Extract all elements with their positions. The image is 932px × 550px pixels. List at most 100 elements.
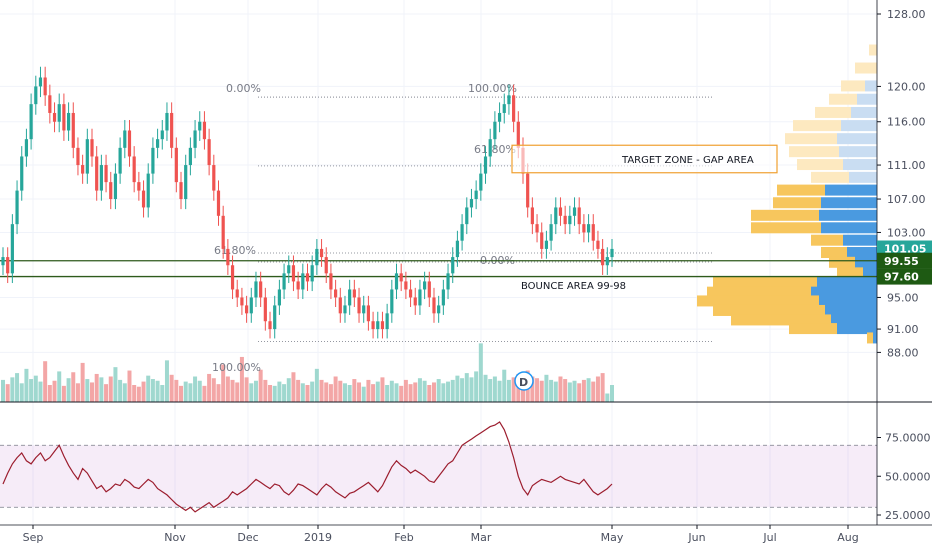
volume-bar (132, 385, 137, 402)
volume-bar (272, 385, 277, 402)
candle-body (586, 224, 591, 233)
volume-bar (385, 385, 390, 402)
x-tick-label: Mar (471, 531, 492, 544)
candle-body (66, 112, 71, 131)
vp-sell-bar (841, 80, 865, 92)
vp-sell-bar (829, 93, 857, 105)
volume-bar (427, 385, 432, 402)
volume-bar (221, 364, 226, 402)
candle-body (123, 130, 127, 148)
volume-bar (291, 372, 296, 402)
volume-bar (61, 385, 66, 402)
volume-bar (366, 379, 371, 402)
volume-bar (605, 393, 610, 402)
candle-body (146, 173, 150, 208)
candle-body (540, 232, 544, 249)
vp-buy-bar (837, 133, 877, 145)
vp-buy-bar (837, 323, 877, 335)
candle-body (441, 289, 445, 306)
volume-bar (464, 373, 469, 402)
rsi-tick-label: 50.0000 (885, 470, 931, 483)
candle-body (184, 165, 188, 200)
volume-bar (258, 369, 263, 402)
volume-bar (558, 376, 563, 402)
annotations: TARGET ZONE - GAP AREA BOUNCE AREA 99-98 D (511, 144, 778, 391)
volume-bar (141, 381, 146, 402)
volume-bar (277, 381, 282, 402)
candle-body (572, 207, 577, 216)
candles (1, 66, 614, 339)
dividend-marker (514, 371, 534, 391)
volume-bar (169, 374, 174, 402)
price-badge (877, 268, 932, 285)
volume-bar (483, 374, 488, 402)
volume-bar (239, 356, 244, 402)
y-tick-label: 128.00 (887, 8, 926, 21)
candle-body (324, 257, 328, 274)
candle-body (357, 297, 361, 314)
volume-profile (697, 44, 877, 344)
fib-label: 100.00% (468, 82, 517, 95)
vp-buy-bar (863, 267, 877, 279)
candle-body (334, 289, 338, 298)
volume-bar (328, 384, 333, 402)
volume-bar (249, 383, 254, 402)
volume-bar (197, 380, 202, 402)
target-zone-label: TARGET ZONE - GAP AREA (621, 155, 754, 166)
candle-body (516, 121, 520, 148)
candle-body (404, 281, 408, 290)
candle-body (132, 156, 136, 183)
y-tick-label: 111.00 (887, 159, 926, 172)
candle-body (399, 273, 403, 282)
volume-bar (183, 381, 188, 402)
volume-bar (417, 378, 422, 402)
candle-body (6, 257, 10, 274)
candle-body (512, 95, 516, 122)
vp-buy-bar (857, 93, 877, 105)
volume-bar (296, 379, 301, 402)
vp-sell-bar (811, 171, 849, 183)
candle-body (413, 297, 417, 306)
vp-sell-bar (829, 256, 855, 268)
volume-bar (572, 380, 577, 402)
vp-sell-bar (789, 323, 837, 335)
vp-sell-bar (707, 286, 811, 298)
candle-body (423, 281, 427, 290)
candle-body (296, 281, 300, 290)
rsi-line (2, 421, 613, 513)
vp-buy-bar (849, 171, 877, 183)
volume-bar (595, 376, 600, 402)
vp-buy-bar (831, 314, 877, 326)
candle-body (113, 173, 118, 200)
candle-body (469, 199, 474, 208)
candle-body (535, 224, 539, 233)
volume-bar (506, 379, 511, 402)
volume-bar (380, 377, 385, 402)
x-tick-label: Dec (237, 531, 258, 544)
candle-body (376, 321, 380, 330)
volume-bar (75, 383, 80, 402)
candle-body (549, 224, 553, 241)
candle-body (282, 273, 286, 290)
volume-bar (268, 385, 273, 402)
price-badge-label: 97.60 (884, 271, 919, 284)
volume-bar (469, 377, 474, 402)
candle-body (34, 86, 38, 105)
volume-bar (52, 380, 57, 402)
candle-body (460, 224, 464, 241)
vp-buy-bar (843, 159, 877, 171)
volume-bar (164, 360, 169, 402)
candle-body (287, 265, 291, 274)
volume-bar (520, 381, 525, 402)
vp-sell-bar (751, 209, 819, 221)
vp-buy-bar (843, 234, 877, 246)
candle-body (85, 139, 89, 174)
candle-body (352, 289, 356, 298)
volume-bar (446, 381, 451, 402)
x-tick-label: Feb (394, 531, 413, 544)
vp-sell-bar (697, 295, 819, 307)
vp-sell-bar (777, 184, 825, 196)
volume-bar (591, 381, 596, 402)
